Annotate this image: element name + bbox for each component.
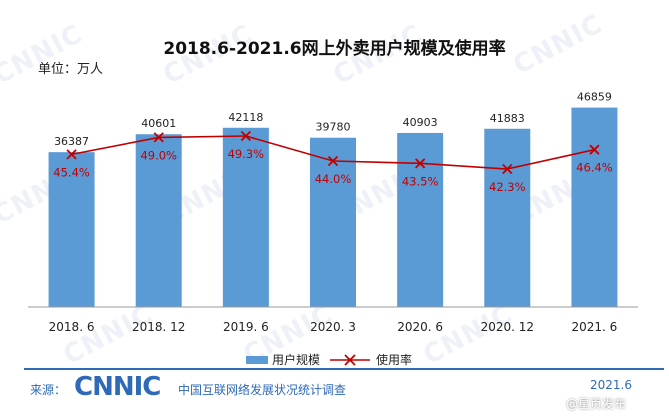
bar-value-label: 46859 [577,91,612,104]
x-tick-label: 2019. 6 [223,320,269,334]
chart-title: 2018.6-2021.6网上外卖用户规模及使用率 [163,39,506,59]
bar [484,128,531,307]
legend-bar-swatch [246,356,268,364]
unit-label: 单位：万人 [38,62,104,77]
x-tick-label: 2020. 12 [481,320,534,334]
usage-rate-label: 43.5% [402,174,439,188]
bar-value-label: 42118 [228,111,263,124]
usage-rate-marker [240,130,251,142]
footer-divider [24,368,664,370]
bar [397,132,444,307]
usage-rate-label: 46.4% [576,161,613,175]
x-tick-label: 2018. 6 [49,320,95,334]
x-tick-label: 2018. 12 [132,320,185,334]
bar-value-label: 40903 [403,116,438,129]
source-text: 中国互联网络发展状况统计调查 [178,383,347,397]
legend-bar-label: 用户规模 [272,352,320,367]
x-tick-label: 2020. 6 [397,320,443,334]
x-tick-label: 2021. 6 [572,320,618,334]
x-tick-label: 2020. 3 [310,320,356,334]
usage-rate-marker [502,163,513,175]
usage-rate-label: 49.0% [140,148,177,162]
bar [571,107,618,307]
bar-value-label: 41883 [490,112,525,125]
usage-rate-label: 44.0% [315,172,352,186]
usage-rate-marker [327,155,339,167]
usage-rate-label: 49.3% [228,147,265,161]
bar [135,134,182,307]
usage-rate-label: 45.4% [53,165,90,179]
bar-value-label: 40601 [141,117,176,130]
bar [222,127,269,307]
source-prefix: 来源： [30,383,67,397]
bar [48,152,95,307]
legend-line-label: 使用率 [376,352,412,367]
weibo-overlay: @星页发布 [566,397,627,411]
usage-rate-marker [153,132,164,143]
cnnic-logo: CNNIC [74,372,161,402]
usage-rate-marker [589,144,600,155]
legend-line-marker [344,354,356,366]
bar-value-label: 36387 [54,135,89,148]
usage-rate-marker [415,158,426,169]
bar [310,137,356,307]
source-date: 2021.6 [590,378,632,392]
usage-rate-label: 42.3% [489,180,526,194]
bar-value-label: 39780 [316,121,351,134]
usage-rate-marker [66,149,77,160]
